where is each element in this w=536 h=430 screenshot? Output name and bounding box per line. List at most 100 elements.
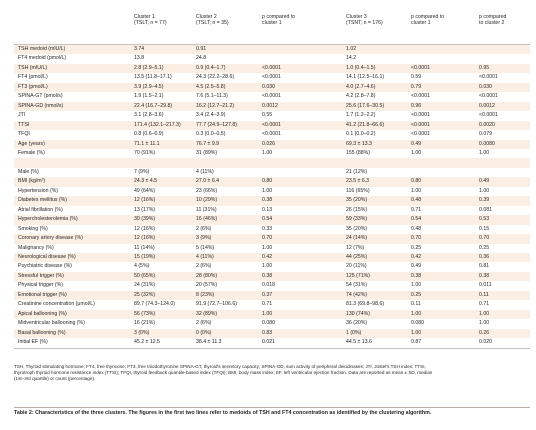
row-label: JTI bbox=[18, 112, 26, 119]
column-header: p compared to cluster 2 bbox=[479, 14, 506, 27]
table-cell: 16 (21%) bbox=[134, 320, 156, 327]
table-row: Physical trigger (%) 24 (31%) 20 (57%) 0.01… bbox=[14, 281, 530, 290]
table-cell: 0.0012 bbox=[262, 102, 278, 109]
table-cell: 45.2 ± 12.5 bbox=[134, 339, 160, 346]
table-cell: 0.49 bbox=[411, 140, 422, 147]
row-label: FT3 (pmol/L) bbox=[18, 83, 48, 90]
table-row: TTSI 171.4 (132.1–217.3) 77.7 (24.9–127.8)… bbox=[14, 120, 530, 131]
table-row: TSH (mIU/L) 2.8 (2.9–5.1) 0.9 (0.4–1.7) <0.… bbox=[14, 63, 530, 74]
table-cell: 0.1 (0.0–0.2) bbox=[346, 131, 376, 138]
table-row: FT4 (pmol/L) 13.5 (11.8–17.1) 24.3 (22.2–2… bbox=[14, 73, 530, 82]
table-cell: 0.8 (0.6–0.9) bbox=[134, 131, 164, 138]
table-cell: 2 (6%) bbox=[196, 320, 212, 327]
table-cell: 20 (57%) bbox=[196, 282, 218, 289]
table-cell: 0.87 bbox=[411, 339, 422, 346]
table-cell: 1.00 bbox=[262, 149, 273, 156]
header-rule bbox=[14, 44, 530, 45]
table-cell: <0.0001 bbox=[411, 93, 430, 100]
table-row: Female (%) 70 (91%) 31 (89%) 1.00 155 (88%) 1… bbox=[14, 149, 530, 158]
table-cell: 0.38 bbox=[262, 197, 273, 204]
table-cell: 116 (65%) bbox=[346, 187, 370, 194]
table-cell: 35 (20%) bbox=[346, 197, 368, 204]
table-cell: 77.7 (24.9–127.8) bbox=[196, 121, 237, 128]
table-cell: 0.80 bbox=[411, 178, 422, 185]
table-cell: 1.00 bbox=[411, 149, 422, 156]
table-cell: 1.00 bbox=[479, 310, 490, 317]
table-cell: 0.030 bbox=[479, 83, 492, 90]
table-row: Stressful trigger (%) 50 (65%) 28 (80%) 0.3… bbox=[14, 271, 530, 282]
table-cell: 8 (23%) bbox=[196, 291, 215, 298]
table-cell: 0.71 bbox=[411, 206, 422, 213]
row-label: TFQI bbox=[18, 131, 30, 138]
table-cell: 0.37 bbox=[262, 291, 273, 298]
table-cell: 21 (12%) bbox=[346, 168, 368, 175]
table-cell: 171.4 (132.1–217.3) bbox=[134, 121, 181, 128]
row-label: SPINA-GT (pmol/s) bbox=[18, 93, 63, 100]
table-cell: 0.39 bbox=[479, 197, 490, 204]
table-cell: 1.00 bbox=[262, 187, 273, 194]
table-row bbox=[14, 158, 530, 168]
table-row: Diabetes mellitus (%) 12 (16%) 10 (29%) 0.3… bbox=[14, 196, 530, 206]
row-label: Midventricular ballooning (%) bbox=[18, 320, 85, 327]
row-label: FT4 (pmol/L) bbox=[18, 74, 48, 81]
table-cell: 0.54 bbox=[411, 216, 422, 223]
table-cell: 1.00 bbox=[479, 320, 490, 327]
column-header-line: cluster 1 bbox=[411, 20, 431, 27]
table-cell: 25 (32%) bbox=[134, 291, 156, 298]
table-row: Emotional trigger (%) 25 (32%) 8 (23%) 0.37… bbox=[14, 290, 530, 301]
table-cell: 74 (42%) bbox=[346, 291, 368, 298]
table-cell: 11 (14%) bbox=[134, 244, 155, 251]
table-row: SPINA-GT (pmol/s) 1.9 (1.5–2.1) 7.6 (5.1–1… bbox=[14, 92, 530, 101]
table-cell: 0.13 bbox=[262, 206, 273, 213]
table-cell: <0.0001 bbox=[479, 93, 498, 100]
table-cell: 1.02 bbox=[346, 46, 357, 52]
table-cell: 0.70 bbox=[262, 235, 273, 242]
table-cell: 0.54 bbox=[262, 216, 273, 223]
table-cell: 59 (33%) bbox=[346, 216, 368, 223]
table-cell: 2.8 (2.9–5.1) bbox=[134, 64, 164, 71]
table-cell: 0.3 (0.0–0.5) bbox=[196, 131, 226, 138]
table-footnote: TSH, Thyroid stimulating hormone; FT4, f… bbox=[14, 364, 530, 383]
bottom-rule bbox=[14, 347, 530, 349]
table-cell: 44 (25%) bbox=[346, 253, 368, 260]
table-cell: 0.81 bbox=[479, 263, 490, 270]
table-cell: 0.9 (0.4–1.7) bbox=[196, 64, 226, 71]
table-cell: 38.4 ± 11.3 bbox=[196, 339, 222, 346]
table-cell: 0 (0%) bbox=[196, 329, 212, 336]
row-label: Stressful trigger (%) bbox=[18, 272, 64, 279]
table-cell: <0.0001 bbox=[411, 64, 430, 71]
column-header-line: Cluster 2 bbox=[196, 14, 217, 20]
table-cell: <0.0001 bbox=[262, 131, 281, 138]
column-header: p compared to cluster 1 bbox=[411, 14, 444, 27]
table-cell: 13.8 bbox=[134, 55, 145, 62]
table-cell: 23.5 ± 6.3 bbox=[346, 178, 370, 185]
table-cell: 0.26 bbox=[479, 329, 490, 336]
table-row: Hypertension (%) 49 (64%) 23 (66%) 1.00 116 … bbox=[14, 187, 530, 196]
table-cell: <0.0001 bbox=[262, 64, 281, 71]
table-row: Smoking (%) 12 (16%) 2 (6%) 0.33 35 (20%) 0.4… bbox=[14, 225, 530, 234]
column-header-line: p compared bbox=[479, 14, 507, 20]
column-header-line: Cluster 3 bbox=[346, 14, 367, 20]
table-cell: 22.4 (16.7–29.8) bbox=[134, 102, 173, 109]
table-cell: 0.25 bbox=[411, 291, 422, 298]
table-cell: 0.080 bbox=[262, 320, 275, 327]
row-label: Atrial fibrillation (%) bbox=[18, 206, 63, 213]
footnote-line: TSH, Thyroid stimulating hormone; FT4, f… bbox=[14, 364, 426, 369]
table-cell: 3.9 (2.9–4.5) bbox=[134, 83, 164, 90]
row-label: Psychiatric disease (%) bbox=[18, 263, 72, 270]
table-cell: 7 (9%) bbox=[134, 168, 150, 175]
table-cell: 1.7 (1.2–2.2) bbox=[346, 112, 376, 119]
table-cell: 13.5 (11.8–17.1) bbox=[134, 74, 172, 81]
table-cell: 0.11 bbox=[411, 301, 421, 308]
table-cell: 0.36 bbox=[479, 253, 490, 260]
table-row: Midventricular ballooning (%) 16 (21%) 2 (… bbox=[14, 319, 530, 328]
row-label: Male (%) bbox=[18, 168, 39, 175]
table-cell: 0.38 bbox=[411, 272, 422, 279]
table-cell: 31 (89%) bbox=[196, 149, 218, 156]
table-cell: 1.00 bbox=[479, 149, 490, 156]
table-cell: 0.38 bbox=[479, 272, 490, 279]
table-row: Coronary artery disease (%) 12 (16%) 3 (9%… bbox=[14, 234, 530, 244]
row-label: Hypertension (%) bbox=[18, 187, 59, 194]
row-label: Physical trigger (%) bbox=[18, 282, 63, 289]
table-cell: 12 (16%) bbox=[134, 225, 156, 232]
